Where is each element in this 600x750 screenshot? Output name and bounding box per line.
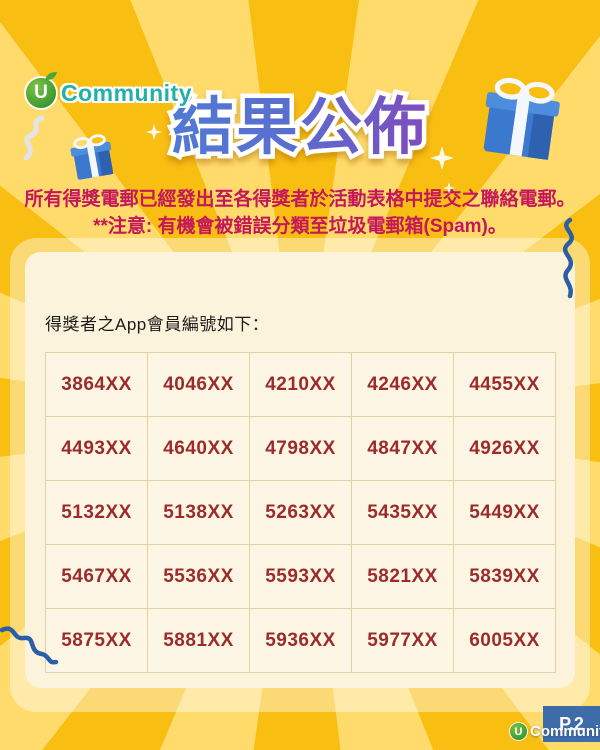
page-title-text: 結果公佈 <box>0 93 600 162</box>
table-row: 4493XX 4640XX 4798XX 4847XX 4926XX <box>45 416 556 481</box>
ucommunity-logo: U Community <box>26 72 192 108</box>
winner-number: 5977XX <box>351 608 454 673</box>
winner-number: 3864XX <box>45 352 148 417</box>
logo-u-letter: U <box>34 82 48 103</box>
winner-number: 5536XX <box>147 544 250 609</box>
footer-logo-u-letter: U <box>514 725 523 738</box>
ribbon-squiggle-icon <box>562 217 574 299</box>
winner-number: 4798XX <box>249 416 352 481</box>
confetti-ribbon-icon <box>23 115 45 161</box>
winner-number: 5839XX <box>453 544 556 609</box>
sparkle-icon <box>430 146 454 170</box>
winner-number: 4246XX <box>351 352 454 417</box>
winner-number: 5132XX <box>45 480 148 545</box>
page-title: 結果公佈 結果公佈 <box>0 89 600 166</box>
table-row: 5132XX 5138XX 5263XX 5435XX 5449XX <box>45 480 556 545</box>
footer-ucommunity-logo: U Community <box>510 723 600 740</box>
winner-number: 4046XX <box>147 352 250 417</box>
gift-box-icon <box>483 77 560 160</box>
winner-number: 5263XX <box>249 480 352 545</box>
sparkle-icon <box>146 124 162 140</box>
winner-number: 5449XX <box>453 480 556 545</box>
winner-number: 6005XX <box>453 608 556 673</box>
footer-logo-community-text: Community <box>530 723 600 740</box>
logo-u-badge: U <box>26 72 57 108</box>
winners-table: 3864XX 4046XX 4210XX 4246XX 4455XX 4493X… <box>45 352 556 673</box>
page-number: P.2 <box>559 713 584 734</box>
notice-line-1: 所有得獎電郵已經發出至各得獎者於活動表格中提交之聯絡電郵。 <box>24 189 576 210</box>
leaf-icon <box>45 72 57 80</box>
winner-number: 5593XX <box>249 544 352 609</box>
sparkle-icon <box>443 182 455 194</box>
winner-number: 4455XX <box>453 352 556 417</box>
winner-number: 5435XX <box>351 480 454 545</box>
notice-text: 所有得獎電郵已經發出至各得獎者於活動表格中提交之聯絡電郵。 **注意: 有機會被… <box>0 186 600 240</box>
logo-community-text: Community <box>61 79 192 106</box>
notice-line-2: **注意: 有機會被錯誤分類至垃圾電郵箱(Spam)。 <box>93 216 507 237</box>
winner-number: 4640XX <box>147 416 250 481</box>
page-title-outline: 結果公佈 <box>0 89 600 166</box>
winner-number: 4210XX <box>249 352 352 417</box>
winners-label: 得獎者之App會員編號如下： <box>45 315 270 334</box>
winner-number: 5936XX <box>249 608 352 673</box>
ribbon-squiggle-icon <box>0 626 59 665</box>
winner-number: 4926XX <box>453 416 556 481</box>
winner-number: 5821XX <box>351 544 454 609</box>
winner-number: 5467XX <box>45 544 148 609</box>
table-row: 3864XX 4046XX 4210XX 4246XX 4455XX <box>45 352 556 417</box>
page-number-badge: P.2 <box>543 706 600 742</box>
gift-box-icon-small <box>70 134 114 180</box>
winners-panel: 得獎者之App會員編號如下： 3864XX 4046XX 4210XX 4246… <box>25 252 575 688</box>
table-row: 5467XX 5536XX 5593XX 5821XX 5839XX <box>45 544 556 609</box>
winner-number: 5138XX <box>147 480 250 545</box>
winner-number: 5881XX <box>147 608 250 673</box>
winner-number: 5875XX <box>45 608 148 673</box>
winner-number: 4847XX <box>351 416 454 481</box>
winner-number: 4493XX <box>45 416 148 481</box>
table-row: 5875XX 5881XX 5936XX 5977XX 6005XX <box>45 608 556 673</box>
footer-logo-u-badge: U <box>510 723 527 740</box>
